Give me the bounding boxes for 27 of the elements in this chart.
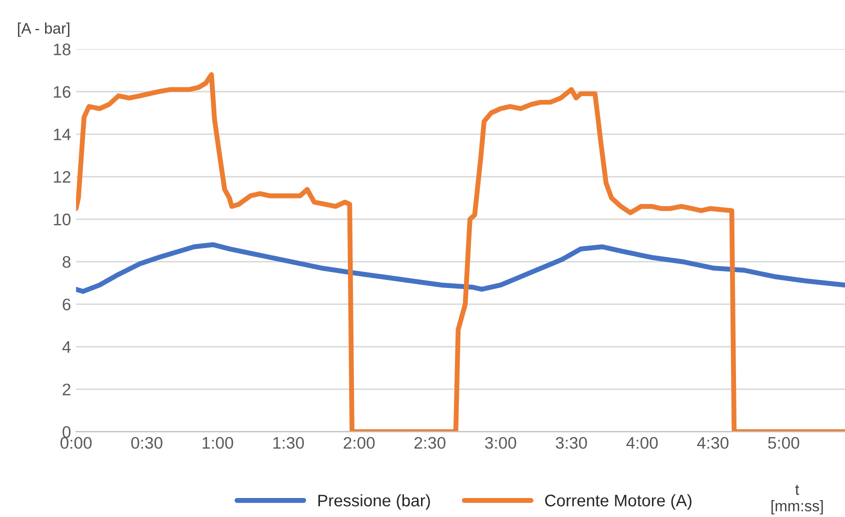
y-tick-label: 18 <box>54 44 70 56</box>
y-tick-label: 4 <box>62 341 71 353</box>
x-tick-label: 1:00 <box>202 436 234 449</box>
x-tick-label: 0:00 <box>60 436 92 449</box>
x-tick-label: 3:00 <box>485 436 516 449</box>
y-tick-label: 6 <box>62 298 70 310</box>
x-axis-title: t [mm:ss] <box>772 484 823 514</box>
y-tick-label: 2 <box>62 384 70 396</box>
x-tick-label: 5:00 <box>768 436 800 449</box>
y-tick-label: 16 <box>54 86 70 98</box>
x-tick-label: 2:00 <box>344 436 375 449</box>
y-tick-label: 10 <box>54 214 71 226</box>
x-tick-label: 2:30 <box>414 436 446 449</box>
legend-label: Pressione (bar) <box>318 494 430 510</box>
x-tick-label: 4:00 <box>626 436 658 449</box>
line-series <box>76 242 845 294</box>
y-tick-label: 0 <box>62 426 71 438</box>
y-tick-label: 14 <box>54 128 71 140</box>
y-axis-title: [A - bar] <box>18 22 70 37</box>
y-tick-label: 12 <box>54 171 70 183</box>
y-tick-label: 8 <box>62 256 70 268</box>
x-tick-label: 0:30 <box>131 436 162 449</box>
legend-label: Corrente Motore (A) <box>545 494 692 510</box>
line-series <box>76 72 845 432</box>
x-tick-label: 3:30 <box>556 436 587 449</box>
x-tick-label: 1:30 <box>273 436 304 449</box>
x-tick-label: 4:30 <box>697 436 728 449</box>
